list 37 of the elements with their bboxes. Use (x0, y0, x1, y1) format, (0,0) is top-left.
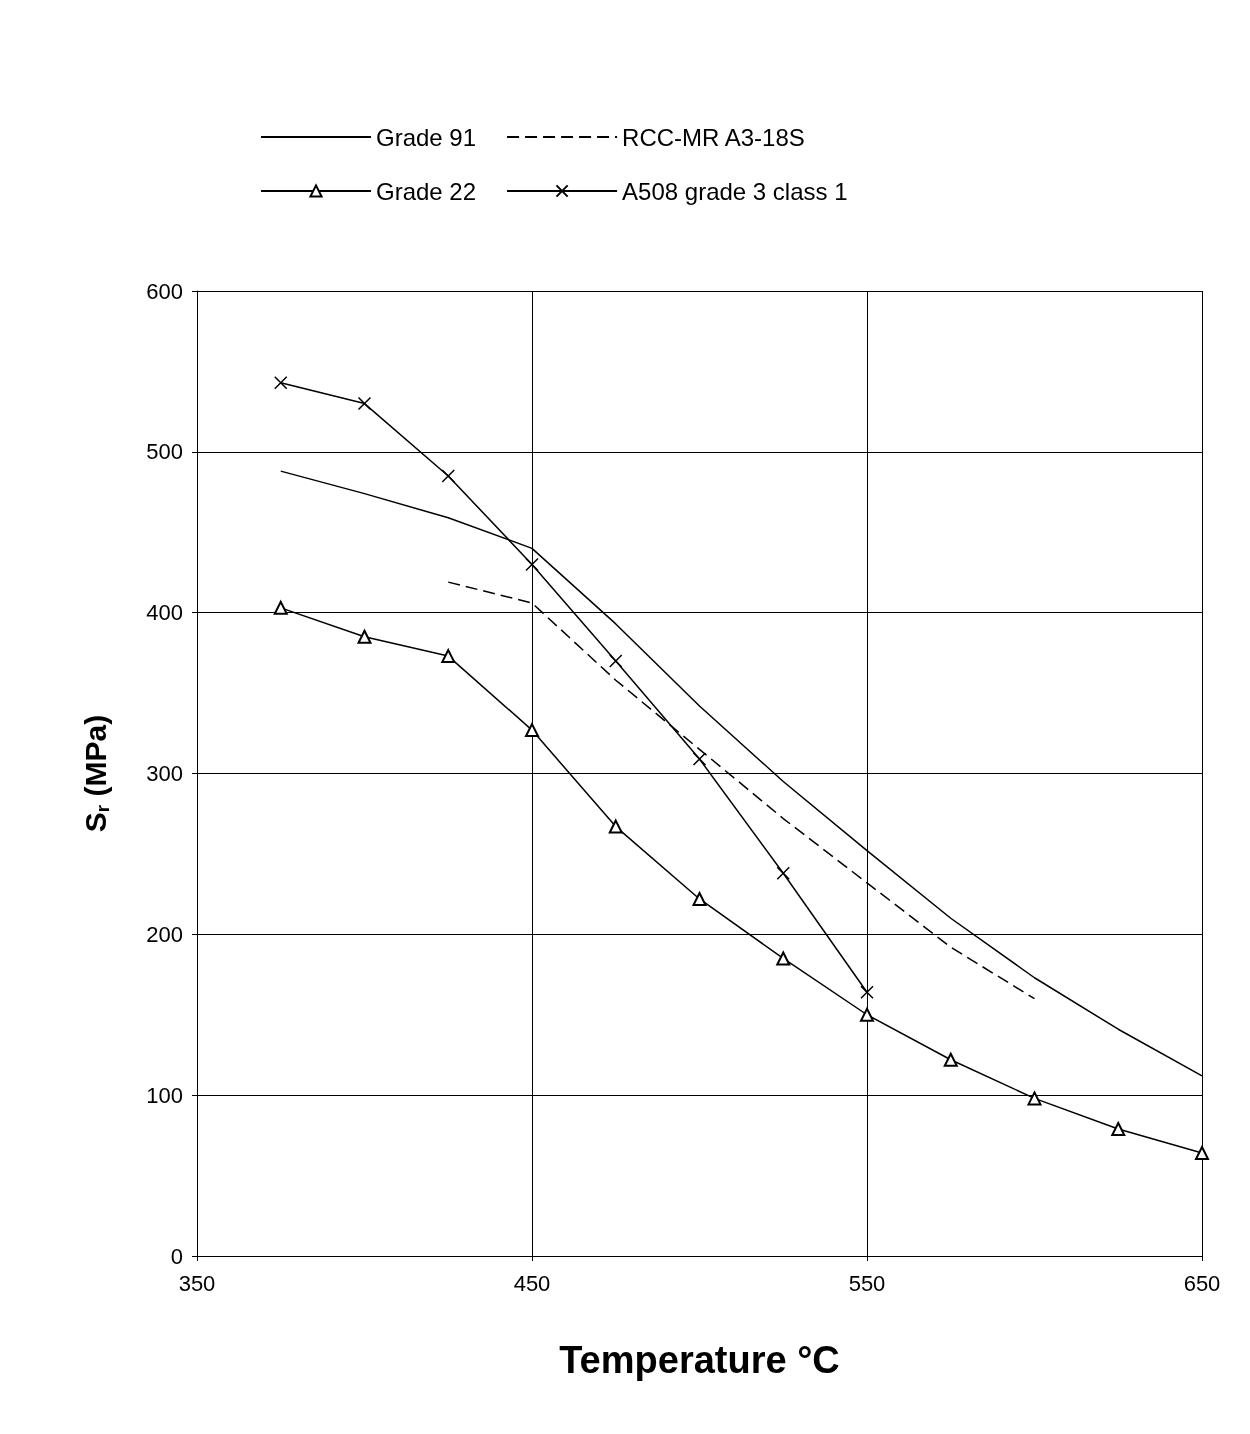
legend-label: Grade 91 (376, 123, 477, 151)
legend-label: Grade 22 (376, 177, 477, 205)
y-axis-title: Sr (MPa) (79, 714, 113, 833)
point (525, 723, 539, 738)
x-tick-label: 550 (848, 1270, 886, 1296)
point (1111, 1121, 1126, 1136)
point (525, 557, 539, 572)
y-tick-label: 300 (146, 761, 183, 786)
y-tick-label: 500 (146, 439, 183, 465)
x-axis-title: Temperature °C (559, 1339, 840, 1381)
point (608, 819, 623, 834)
point (692, 752, 707, 766)
x-tick-label: 650 (1183, 1270, 1221, 1296)
y-tick-label: 200 (146, 921, 183, 947)
point (860, 1007, 874, 1022)
x-tick-label: 350 (178, 1270, 216, 1296)
y-tick-label: 600 (146, 278, 183, 304)
point (1027, 1091, 1042, 1106)
y-tick-label: 400 (146, 600, 183, 626)
point (274, 375, 288, 390)
legend-label: A508 grade 3 class 1 (622, 177, 848, 205)
point (441, 649, 456, 664)
point (776, 951, 791, 966)
y-tick-label: 100 (146, 1082, 183, 1108)
point (860, 985, 874, 999)
x-tick-label: 450 (513, 1270, 551, 1296)
point (692, 891, 707, 906)
legend-label: RCC-MR A3-18S (622, 123, 805, 151)
point (357, 396, 372, 411)
point (776, 866, 790, 880)
point (273, 600, 288, 615)
y-tick-label: 0 (170, 1243, 183, 1269)
point (943, 1052, 958, 1067)
point (357, 629, 372, 644)
point (1195, 1146, 1209, 1161)
point (609, 654, 623, 668)
point (441, 469, 455, 483)
